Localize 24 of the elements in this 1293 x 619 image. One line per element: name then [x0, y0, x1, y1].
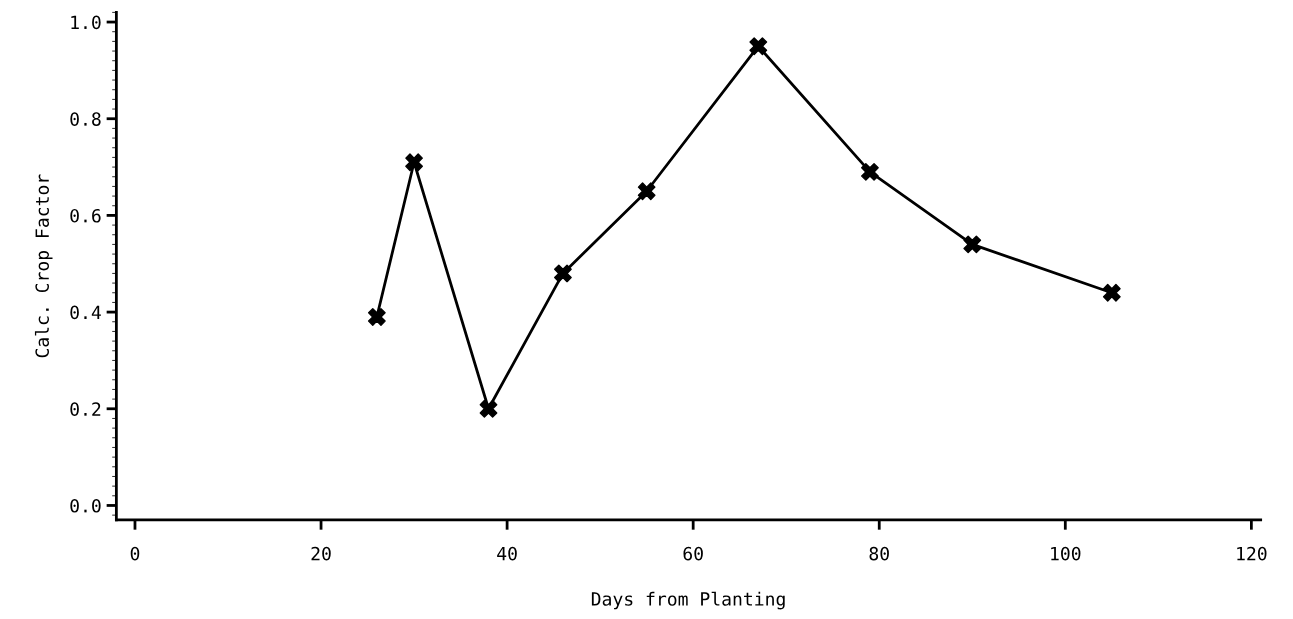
- x-tick-label: 20: [311, 546, 331, 561]
- y-tick-label: 0.0: [70, 498, 101, 513]
- point: [861, 162, 879, 181]
- point: [963, 235, 982, 254]
- x-tick-label: 0: [130, 546, 140, 561]
- y-tick-label: 1.0: [71, 15, 101, 30]
- x-tick-label: 40: [497, 546, 517, 561]
- y-tick-label: 0.4: [70, 305, 101, 320]
- point: [405, 153, 423, 172]
- x-tick-label: 60: [683, 546, 703, 561]
- point: [1102, 283, 1121, 302]
- point: [749, 37, 768, 56]
- x-axis-title: Days from Planting: [591, 591, 785, 610]
- x-tick-label: 120: [1237, 546, 1267, 561]
- x-tick-label: 80: [869, 546, 889, 561]
- y-axis-title: Calc. Crop Factor: [34, 174, 53, 358]
- y-tick-label: 0.8: [70, 112, 101, 126]
- y-tick-label: 0.6: [70, 208, 101, 223]
- y-tick-label: 0.2: [70, 402, 101, 416]
- point: [367, 308, 386, 326]
- point: [637, 182, 656, 201]
- x-tick-label: 100: [1051, 546, 1081, 561]
- point: [554, 264, 572, 283]
- point: [479, 399, 498, 418]
